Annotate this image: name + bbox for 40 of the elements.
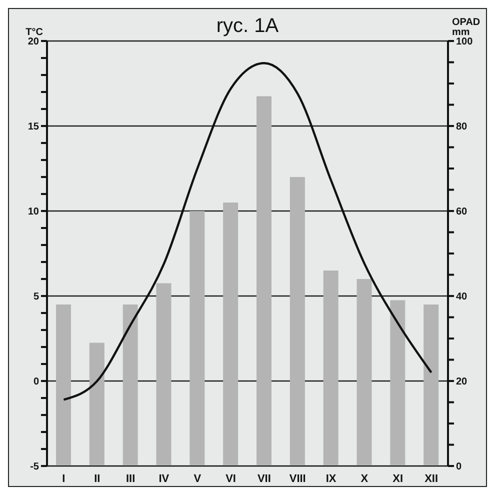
y-tick-label: 20 — [28, 36, 40, 48]
bar — [122, 304, 138, 466]
y-axis-title: T°C — [26, 27, 43, 38]
x-tick-label: X — [360, 472, 369, 485]
y2-axis-title: OPAD mm — [452, 17, 480, 38]
x-tick-label: XI — [392, 472, 404, 485]
bar — [256, 96, 272, 466]
y2-tick-label: 100 — [456, 36, 474, 48]
y2-tick-label: 60 — [456, 206, 468, 218]
x-tick-label: VII — [257, 472, 271, 485]
x-tick-label: I — [62, 472, 66, 485]
bar — [323, 270, 338, 466]
bar — [89, 342, 104, 466]
x-tick-label: II — [94, 472, 100, 485]
x-tick-label: IX — [326, 472, 337, 485]
bar — [190, 211, 205, 466]
x-tick-label: IV — [158, 472, 170, 485]
x-tick-label: VIII — [289, 472, 306, 485]
line-series — [62, 62, 432, 401]
x-tick-label: VI — [226, 472, 236, 485]
y-tick-label: 15 — [28, 122, 40, 133]
bar — [424, 304, 439, 466]
x-tick-label: V — [194, 472, 202, 485]
y-tick-label: 0 — [33, 376, 40, 388]
bar — [156, 283, 172, 466]
bar — [390, 300, 406, 466]
y2-tick-label: 80 — [456, 122, 468, 133]
bar — [356, 279, 372, 466]
y-tick-label: 10 — [28, 206, 40, 218]
x-tick-label: XII — [424, 472, 438, 485]
y2-tick-label: 20 — [456, 376, 468, 388]
bar — [56, 304, 71, 466]
y-tick-label: 5 — [33, 292, 40, 303]
bar — [290, 177, 305, 466]
y2-tick-label: 40 — [456, 292, 468, 303]
y2-tick-label: 0 — [456, 462, 462, 473]
chart-title: ryc. 1A — [216, 15, 279, 37]
x-tick-label: III — [126, 472, 136, 485]
y-tick-label: -5 — [30, 462, 40, 473]
bar — [223, 202, 238, 466]
